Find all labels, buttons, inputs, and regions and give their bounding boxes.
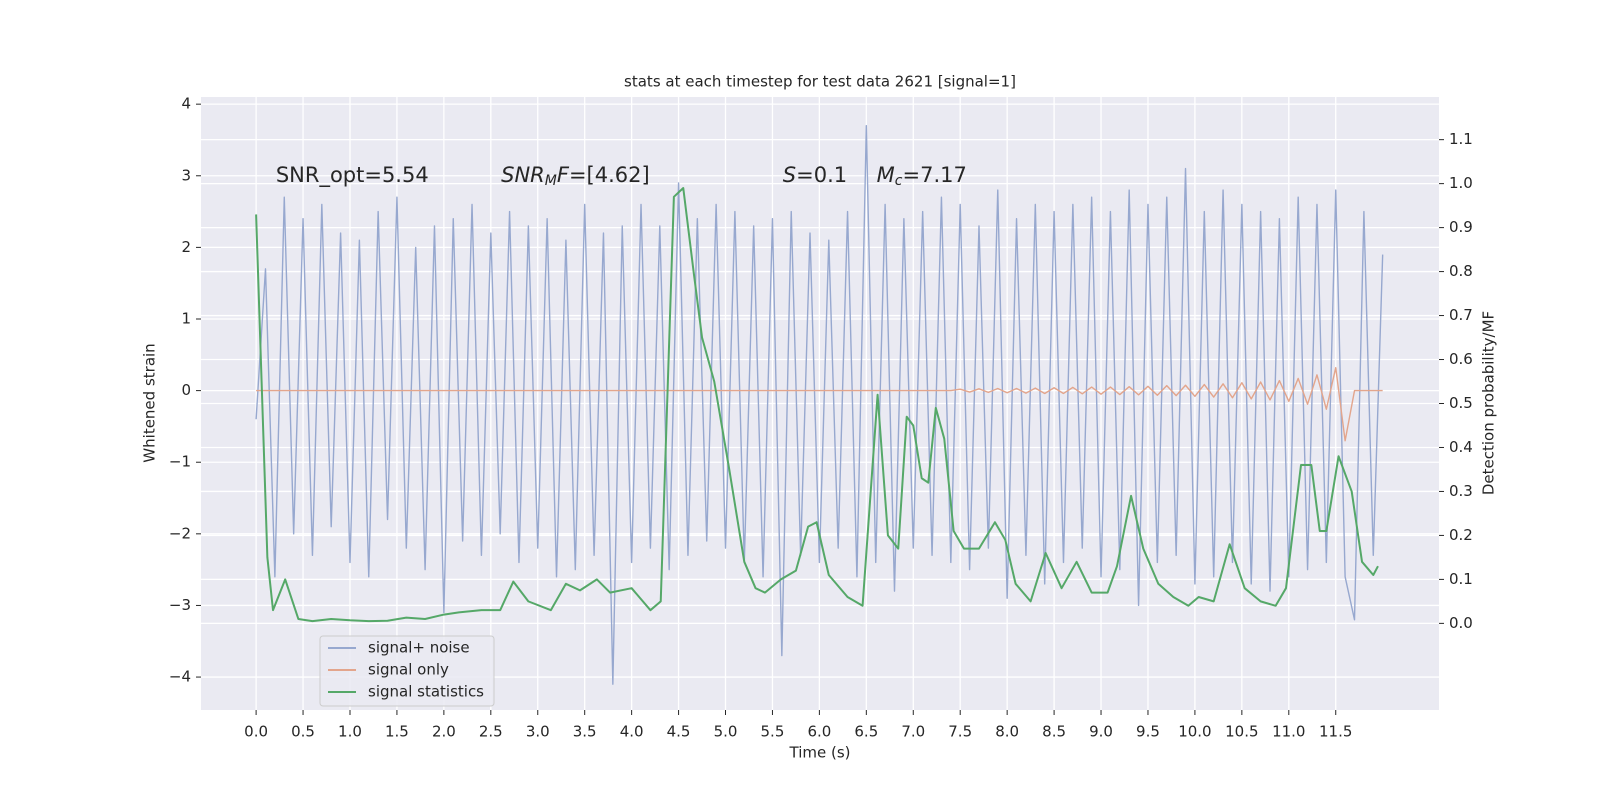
x-tick-label: 0.0 [244, 723, 268, 741]
x-tick-label: 2.5 [479, 723, 503, 741]
y2-tick-label: 0.8 [1449, 262, 1473, 280]
y2-tick-label: 0.5 [1449, 394, 1473, 412]
annotation-part: M [877, 163, 895, 187]
legend-box [319, 635, 495, 707]
y-tick-label: 4 [181, 95, 191, 113]
x-tick-label: 2.0 [432, 723, 456, 741]
annotation-part: =[4.62] [569, 163, 650, 187]
y-tick-label: −3 [169, 596, 191, 614]
series-line [255, 124, 1384, 685]
y-tick-label: 0 [181, 381, 191, 399]
x-tick-label: 4.0 [620, 723, 644, 741]
annotation-part: SNR_opt=5.54 [276, 163, 429, 188]
x-tick-label: 4.5 [667, 723, 691, 741]
x-tick-label: 3.0 [526, 723, 550, 741]
y2-tick-label: 0.9 [1449, 218, 1473, 236]
annotation-part: S [783, 163, 796, 187]
y2-tick-label: 0.4 [1449, 438, 1473, 456]
y-tick-label: 2 [181, 238, 191, 256]
annotation: S=0.1 [783, 163, 847, 187]
series-line [256, 366, 1383, 442]
y2-tick-label: 1.1 [1449, 130, 1473, 148]
y2-tick-label: 0.0 [1449, 614, 1473, 632]
x-tick-label: 1.5 [385, 723, 409, 741]
x-tick-label: 1.0 [338, 723, 362, 741]
x-tick-label: 0.5 [291, 723, 315, 741]
y-tick-label: 1 [181, 309, 191, 327]
legend-label: signal+ noise [368, 639, 470, 657]
series-line [255, 187, 1379, 623]
y-tick-label: −4 [169, 668, 191, 686]
annotation-part: =0.1 [796, 163, 847, 187]
x-tick-label: 6.5 [854, 723, 878, 741]
annotation-part: M [545, 173, 557, 189]
x-tick-label: 10.0 [1178, 723, 1211, 741]
x-tick-label: 10.5 [1225, 723, 1258, 741]
x-axis-label: Time (s) [789, 744, 851, 762]
y-tick-label: −1 [169, 453, 191, 471]
y-axis-label: Whitened strain [141, 343, 159, 462]
x-tick-label: 7.0 [901, 723, 925, 741]
y-tick-label: −2 [169, 524, 191, 542]
x-tick-label: 5.0 [714, 723, 738, 741]
y2-tick-label: 0.6 [1449, 350, 1473, 368]
legend-label: signal only [368, 661, 449, 679]
y2-axis-label: Detection probability/MF [1480, 311, 1498, 495]
y-tick-label: 3 [181, 166, 191, 184]
annotation: SNRMF=[4.62] [501, 163, 650, 189]
y2-tick-label: 0.3 [1449, 482, 1473, 500]
x-tick-label: 6.0 [807, 723, 831, 741]
x-tick-label: 9.0 [1089, 723, 1113, 741]
x-tick-label: 8.0 [995, 723, 1019, 741]
annotation-part: F [557, 163, 570, 187]
y2-tick-label: 0.2 [1449, 526, 1473, 544]
y2-tick-label: 0.7 [1449, 306, 1473, 324]
x-tick-label: 8.5 [1042, 723, 1066, 741]
annotation: SNR_opt=5.54 [276, 163, 429, 188]
annotation: Mc=7.17 [877, 163, 967, 189]
annotation-part: =7.17 [902, 163, 966, 187]
annotation-part: SNR [501, 163, 545, 187]
x-tick-label: 9.5 [1136, 723, 1160, 741]
legend-label: signal statistics [368, 683, 484, 701]
chart-title: stats at each timestep for test data 262… [624, 73, 1016, 91]
x-tick-label: 11.5 [1319, 723, 1352, 741]
x-tick-label: 5.5 [761, 723, 785, 741]
y2-tick-label: 1.0 [1449, 174, 1473, 192]
x-tick-label: 11.0 [1272, 723, 1305, 741]
annotation-part: c [895, 173, 903, 189]
y2-tick-label: 0.1 [1449, 570, 1473, 588]
x-tick-label: 3.5 [573, 723, 597, 741]
x-tick-label: 7.5 [948, 723, 972, 741]
